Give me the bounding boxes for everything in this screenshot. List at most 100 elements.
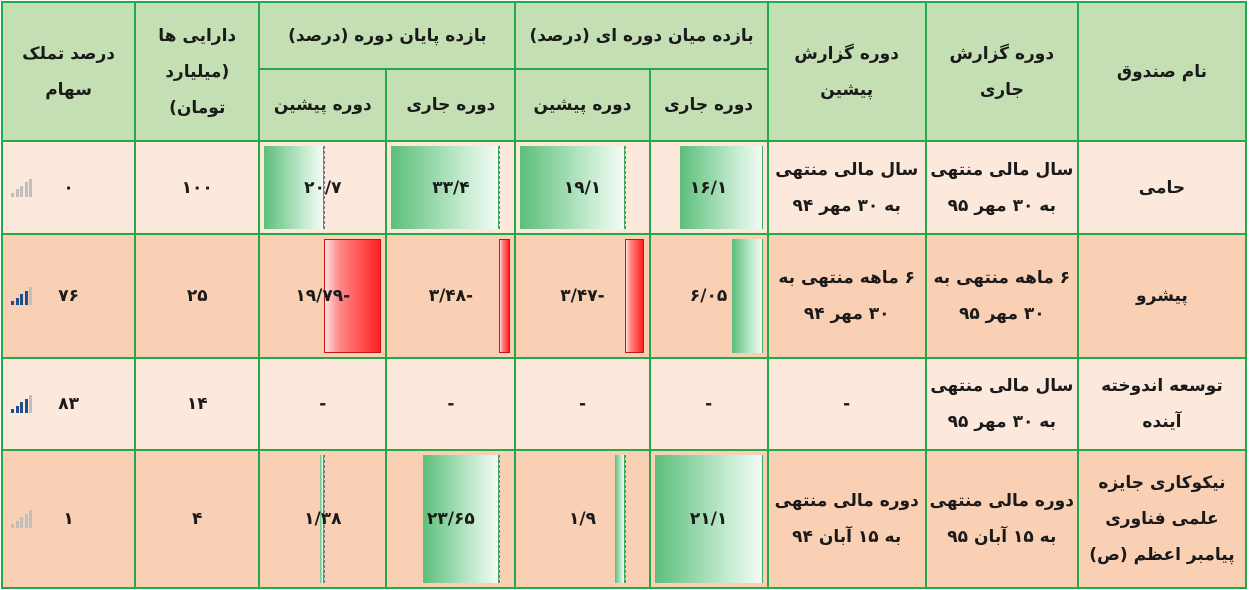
signal-bar [15,520,19,528]
end-current-value: ۲۳/۶۵ [427,509,475,529]
signal-bar [24,513,28,528]
interim-current-cell: ۱۶/۱ [648,140,769,235]
interim-current-value: - [705,394,713,414]
interim-current-value: ۱۶/۱ [689,177,728,198]
ownership-value: ۰ [63,177,74,198]
subheader-interim-previous: دوره پیشین [514,68,651,142]
signal-bars-icon [11,510,33,528]
positive-data-bar [680,146,763,229]
positive-data-bar [654,455,763,583]
interim-previous-cell: -۳/۴۷ [514,233,651,359]
signal-bar [29,395,32,413]
signal-bar [15,189,19,197]
end-current-value: ۳۳/۴ [432,177,470,198]
bar-axis [499,146,501,229]
signal-bar [24,398,28,413]
end-previous-value: -۱۹/۷۹ [295,286,351,306]
bar-axis [324,455,326,583]
header-fund-name: نام صندوق [1076,1,1248,142]
interim-current-cell: - [648,357,769,451]
signal-bar [20,185,23,197]
signal-bars-icon [11,287,33,305]
header-assets: دارایی ها (میلیارد تومان) [134,1,261,142]
interim-previous-value: ۱۹/۱ [563,177,602,198]
bar-axis [324,146,326,229]
signal-bars-icon [11,178,33,197]
table-row: حامی سال مالی منتهی به ۳۰ مهر ۹۵ سال مال… [0,140,1248,235]
signal-bar [11,524,14,528]
signal-bars-icon [11,395,33,413]
end-current-value: -۳/۴۸ [428,286,474,306]
positive-data-bar [422,455,500,583]
fund-name: نیکوکاری جایزه علمی فناوری پیامبر اعظم (… [1076,449,1248,589]
current-period: سال مالی منتهی به ۳۰ مهر ۹۵ [924,140,1079,235]
signal-bar [11,409,14,413]
signal-bar [29,178,32,197]
positive-data-bar [391,146,500,229]
header-ownership: درصد تملک سهام [0,1,137,142]
end-previous-cell: ۲۰/۷ [258,140,388,235]
interim-previous-value: -۳/۴۷ [560,286,605,306]
signal-bar [20,402,23,413]
ownership-cell: ۱ [0,449,137,589]
end-current-cell: - [385,357,517,451]
end-current-cell: -۳/۴۸ [385,233,517,359]
current-period: سال مالی منتهی به ۳۰ مهر ۹۵ [924,357,1079,451]
assets-value: ۲۵ [134,233,261,359]
header-end-return: بازده پایان دوره (درصد) [258,1,517,70]
table-row: توسعه اندوخته آینده سال مالی منتهی به ۳۰… [0,357,1248,451]
previous-period: سال مالی منتهی به ۳۰ مهر ۹۴ [766,140,927,235]
signal-bar [24,290,28,305]
bar-axis [499,455,501,583]
positive-data-bar [614,455,626,583]
table-row: پیشرو ۶ ماهه منتهی به ۳۰ مهر ۹۵ ۶ ماهه م… [0,233,1248,359]
end-previous-cell: ۱/۳۸ [258,449,388,589]
subheader-end-previous: دوره پیشین [258,68,388,142]
previous-period: ۶ ماهه منتهی به ۳۰ مهر ۹۴ [766,233,927,359]
end-previous-value: ۱/۳۸ [304,509,342,529]
assets-value: ۱۰۰ [134,140,261,235]
ownership-value: ۱ [63,509,74,529]
subheader-interim-current: دوره جاری [648,68,769,142]
end-current-value: - [447,394,455,414]
ownership-value: ۷۶ [58,286,79,306]
interim-current-cell: ۲۱/۱ [648,449,769,589]
positive-data-bar [320,455,325,583]
assets-value: ۴ [134,449,261,589]
interim-previous-cell: ۱۹/۱ [514,140,651,235]
positive-data-bar [731,239,763,353]
ownership-cell: ۸۳ [0,357,137,451]
interim-previous-cell: - [514,357,651,451]
assets-value: ۱۴ [134,357,261,451]
end-current-cell: ۳۳/۴ [385,140,517,235]
header-previous-period: دوره گزارش پیشین [766,1,927,142]
negative-data-bar [499,239,511,353]
subheader-end-current: دوره جاری [385,68,517,142]
ownership-value: ۸۳ [58,394,79,414]
signal-bar [15,405,19,413]
fund-name: حامی [1076,140,1248,235]
positive-data-bar [520,146,626,229]
signal-bar [11,192,14,197]
end-previous-cell: - [258,357,388,451]
end-previous-value: ۲۰/۷ [304,177,342,198]
signal-bar [29,510,32,528]
negative-data-bar [625,239,645,353]
interim-previous-cell: ۱/۹ [514,449,651,589]
interim-current-value: ۶/۰۵ [689,286,728,306]
current-period: دوره مالی منتهی به ۱۵ آبان ۹۵ [924,449,1079,589]
header-interim-return: بازده میان دوره ای (درصد) [514,1,769,70]
bar-axis [625,455,627,583]
signal-bar [24,182,28,197]
previous-period: - [766,357,927,451]
signal-bar [15,297,19,305]
end-previous-cell: -۱۹/۷۹ [258,233,388,359]
signal-bar [20,517,23,528]
table-row: نیکوکاری جایزه علمی فناوری پیامبر اعظم (… [0,449,1248,589]
end-current-cell: ۲۳/۶۵ [385,449,517,589]
header-current-period: دوره گزارش جاری [924,1,1079,142]
end-previous-value: - [319,394,327,414]
interim-previous-value: - [578,394,587,414]
current-period: ۶ ماهه منتهی به ۳۰ مهر ۹۵ [924,233,1079,359]
